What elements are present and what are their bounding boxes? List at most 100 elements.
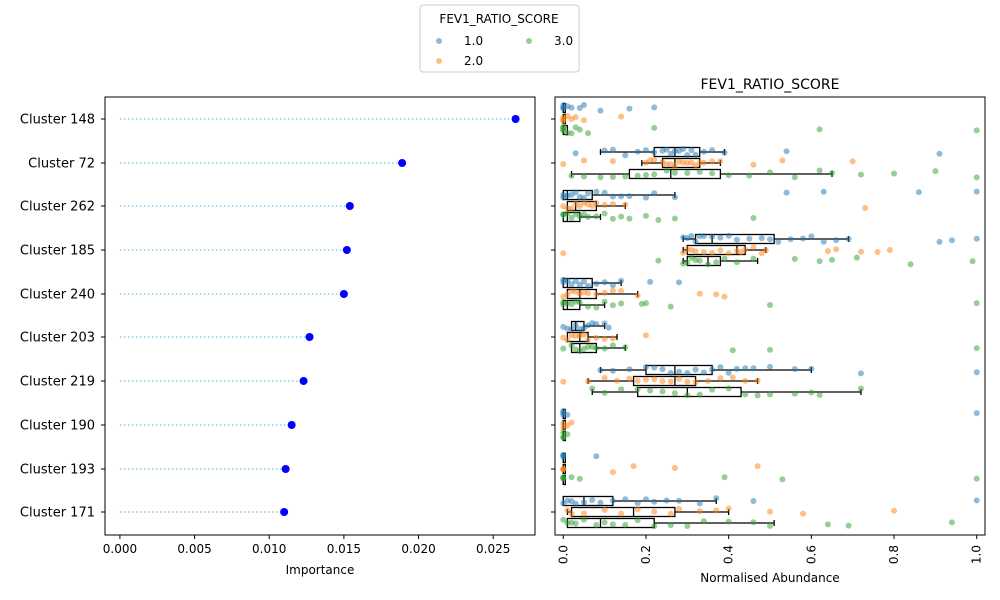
strip-point xyxy=(725,505,732,512)
strip-point xyxy=(754,377,761,384)
strip-point xyxy=(973,345,980,352)
strip-point xyxy=(704,377,711,384)
strip-point xyxy=(725,369,732,376)
strip-point xyxy=(568,326,575,333)
strip-point xyxy=(647,387,654,394)
strip-point xyxy=(585,282,592,289)
strip-point xyxy=(973,497,980,504)
strip-point xyxy=(642,300,649,307)
abundance-xtick-label: 0.4 xyxy=(722,545,736,564)
strip-point xyxy=(651,376,658,383)
strip-point xyxy=(564,431,571,438)
strip-point xyxy=(973,235,980,242)
strip-point xyxy=(597,174,604,181)
strip-point xyxy=(593,213,600,220)
strip-point xyxy=(576,126,583,133)
strip-point xyxy=(568,342,575,349)
strip-point xyxy=(634,172,641,179)
legend-label-2: 2.0 xyxy=(464,54,483,68)
strip-point xyxy=(709,249,716,256)
strip-point xyxy=(696,508,703,515)
strip-point xyxy=(576,299,583,306)
strip-point xyxy=(572,114,579,121)
strip-point xyxy=(816,391,823,398)
strip-point xyxy=(622,201,629,208)
abundance-xtick-label: 0.0 xyxy=(556,545,570,564)
strip-point xyxy=(667,510,674,517)
importance-point xyxy=(280,508,289,516)
strip-point xyxy=(560,475,567,482)
strip-point xyxy=(671,147,678,154)
strip-point xyxy=(568,130,575,137)
strip-point xyxy=(580,117,587,124)
strip-point xyxy=(676,368,683,375)
strip-point xyxy=(609,146,616,153)
strip-point xyxy=(758,235,765,242)
strip-point xyxy=(618,213,625,220)
strip-point xyxy=(742,246,749,253)
strip-point xyxy=(564,210,571,217)
importance-ytick-label: Cluster 203 xyxy=(20,331,95,346)
strip-point xyxy=(700,518,707,525)
strip-point xyxy=(568,474,575,481)
strip-point xyxy=(642,332,649,339)
importance-ytick-label: Cluster 262 xyxy=(20,200,95,215)
strip-point xyxy=(618,300,625,307)
strip-point xyxy=(593,345,600,352)
strip-point xyxy=(816,167,823,174)
importance-point xyxy=(281,465,290,473)
strip-point xyxy=(762,247,769,254)
strip-point xyxy=(787,236,794,243)
strip-point xyxy=(874,248,881,255)
strip-point xyxy=(857,385,864,392)
strip-point xyxy=(671,163,678,170)
strip-point xyxy=(713,495,720,502)
strip-point xyxy=(585,130,592,137)
strip-point xyxy=(746,235,753,242)
strip-point xyxy=(783,189,790,196)
strip-point xyxy=(585,303,592,310)
strip-point xyxy=(601,506,608,513)
strip-point xyxy=(626,366,633,373)
importance-ytick-label: Cluster 148 xyxy=(20,113,95,128)
strip-point xyxy=(647,278,654,285)
strip-point xyxy=(688,147,695,154)
strip-point xyxy=(572,322,579,329)
strip-point xyxy=(696,500,703,507)
strip-point xyxy=(713,507,720,514)
strip-point xyxy=(634,499,641,506)
strip-point xyxy=(601,519,608,526)
strip-point xyxy=(618,277,625,284)
strip-point xyxy=(907,261,914,268)
strip-point xyxy=(593,453,600,460)
strip-point xyxy=(684,378,691,385)
strip-point xyxy=(634,517,641,524)
abundance-xtick-label: 0.6 xyxy=(804,545,818,564)
strip-point xyxy=(614,377,621,384)
strip-point xyxy=(680,146,687,153)
strip-point xyxy=(973,174,980,181)
strip-point xyxy=(593,188,600,195)
strip-point xyxy=(651,171,658,178)
strip-point xyxy=(626,215,633,222)
strip-point xyxy=(585,290,592,297)
strip-point xyxy=(601,201,608,208)
strip-point xyxy=(609,282,616,289)
importance-xtick-label: 0.010 xyxy=(252,542,286,556)
strip-point xyxy=(580,173,587,180)
strip-point xyxy=(609,302,616,309)
strip-point xyxy=(655,217,662,224)
strip-point xyxy=(721,293,728,300)
strip-point xyxy=(721,255,728,262)
strip-point xyxy=(634,377,641,384)
strip-point xyxy=(713,259,720,266)
strip-point xyxy=(568,214,575,221)
strip-point xyxy=(700,148,707,155)
strip-point xyxy=(564,113,571,120)
strip-point xyxy=(932,168,939,175)
strip-point xyxy=(634,386,641,393)
strip-point xyxy=(684,259,691,266)
strip-point xyxy=(580,499,587,506)
strip-point xyxy=(800,235,807,242)
strip-point xyxy=(829,256,836,263)
